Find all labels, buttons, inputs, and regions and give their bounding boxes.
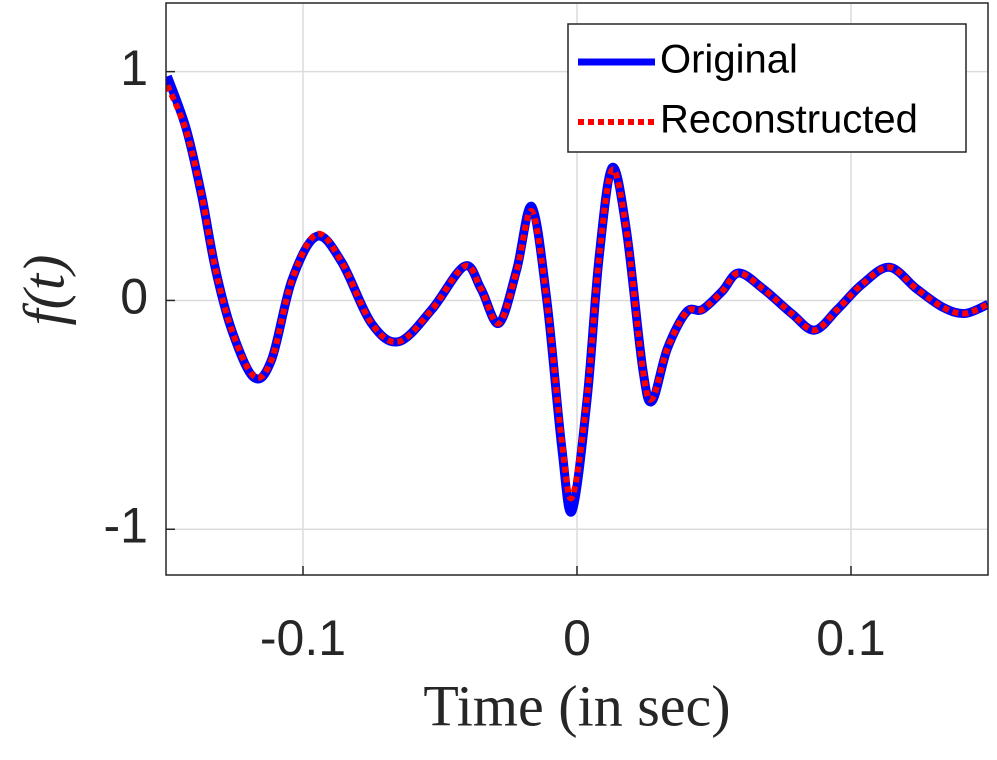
- x-tick-label: 0.1: [816, 610, 886, 666]
- x-tick-label: -0.1: [260, 610, 346, 666]
- y-tick-label: 1: [120, 40, 148, 96]
- x-tick-label: 0: [563, 610, 591, 666]
- axes-box: [165, 2, 989, 576]
- legend-label: Reconstructed: [660, 98, 918, 142]
- y-tick-label: -1: [104, 497, 148, 553]
- legend-box: [567, 23, 967, 153]
- y-axis-label: f(t): [11, 255, 76, 326]
- legend-label: Original: [660, 38, 798, 82]
- y-tick-label: 0: [120, 269, 148, 325]
- x-axis-label: Time (in sec): [423, 673, 730, 738]
